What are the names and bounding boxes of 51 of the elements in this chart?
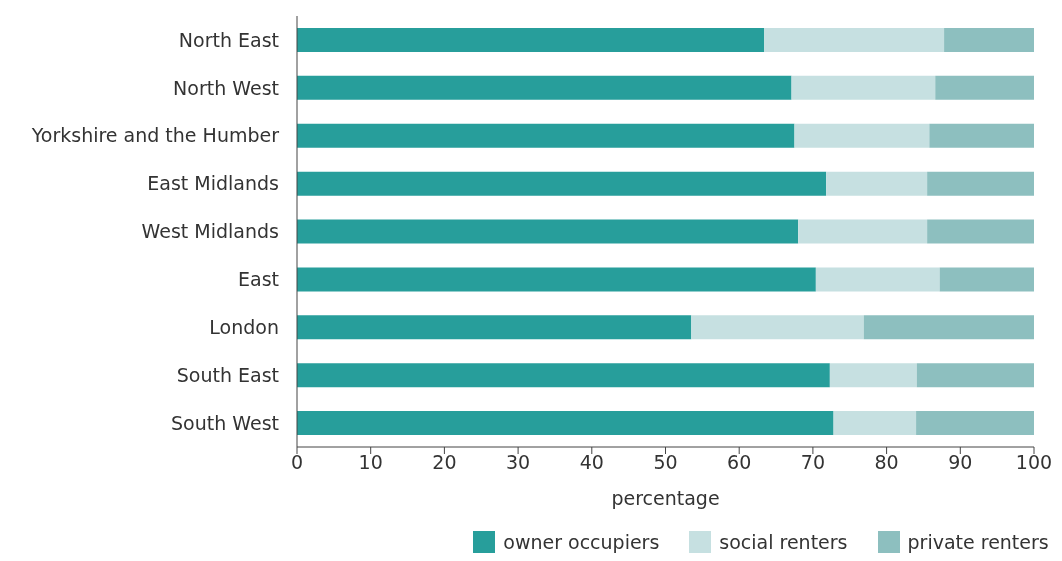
y-tick-label: South West (171, 411, 279, 434)
x-tick-label: 20 (432, 451, 457, 474)
bar (297, 267, 816, 292)
legend-label: private renters (906, 531, 1049, 553)
x-tick-label: 10 (358, 451, 383, 474)
y-tick-label: North West (173, 76, 279, 99)
bar (297, 171, 827, 196)
legend-label: social renters (718, 531, 848, 553)
y-tick-label: Yorkshire and the Humber (30, 124, 280, 147)
bar (297, 75, 792, 100)
y-tick-label: London (209, 316, 279, 339)
y-tick-label: North East (178, 28, 279, 51)
y-tick-label: East (238, 268, 279, 291)
bar (764, 27, 945, 52)
bar (935, 75, 1034, 100)
bar (297, 363, 830, 388)
x-tick-label: 30 (506, 451, 531, 474)
bar (794, 123, 930, 148)
x-tick-label: 70 (800, 451, 825, 474)
legend-label: owner occupiers (502, 531, 660, 553)
x-axis-title: percentage (611, 487, 720, 509)
x-tick-label: 100 (1015, 451, 1053, 474)
bar (863, 315, 1034, 340)
x-tick-label: 40 (579, 451, 604, 474)
bar (798, 219, 928, 244)
bar (297, 315, 692, 340)
x-tick-label: 90 (948, 451, 973, 474)
bar (939, 267, 1034, 292)
y-tick-label: East Midlands (147, 172, 279, 195)
bar (944, 27, 1034, 52)
x-tick-label: 80 (874, 451, 899, 474)
bar (927, 219, 1034, 244)
y-tick-label: West Midlands (141, 220, 279, 243)
bar (297, 123, 795, 148)
bar (929, 123, 1034, 148)
bar (791, 75, 936, 100)
x-tick-label: 0 (290, 451, 304, 474)
bar (815, 267, 940, 292)
x-tick-label: 50 (653, 451, 678, 474)
y-tick-label: South East (176, 363, 279, 386)
bar (826, 171, 928, 196)
bar (297, 27, 765, 52)
bar (691, 315, 864, 340)
bar (297, 219, 799, 244)
bar (916, 411, 1034, 436)
x-tick-label: 60 (727, 451, 752, 474)
bar (833, 411, 917, 436)
bar (829, 363, 917, 388)
bar (297, 411, 834, 436)
bar (916, 363, 1034, 388)
bar (927, 171, 1034, 196)
